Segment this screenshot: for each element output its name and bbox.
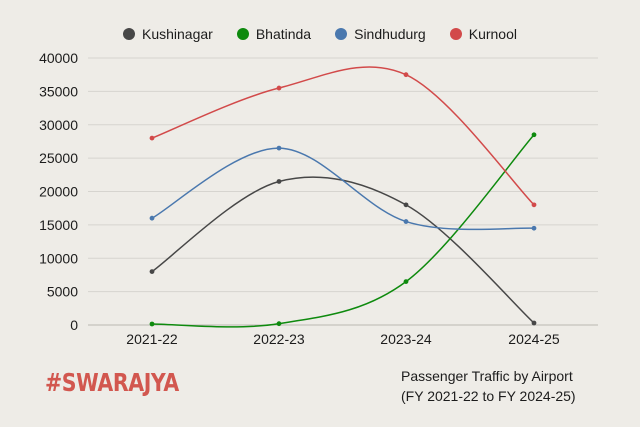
legend-swatch-kurnool	[449, 28, 462, 40]
x-tick-label: 2024-25	[508, 331, 560, 347]
data-point-bhatinda	[276, 321, 282, 327]
series-line-bhatinda	[151, 134, 535, 328]
data-point-sindhudurg	[276, 145, 282, 151]
legend-item-kushinagar: Kushinagar	[123, 26, 213, 42]
series-line-kurnool	[151, 66, 535, 206]
x-axis: 2021-22 2022-23 2023-24 2024-25	[126, 331, 560, 347]
y-tick-label: 0	[70, 317, 78, 333]
y-tick-label: 20000	[39, 184, 78, 200]
series-lines	[151, 66, 535, 328]
legend-label-kurnool: Kurnool	[468, 26, 517, 42]
legend-swatch-kushinagar	[123, 28, 135, 40]
data-point-kushinagar	[149, 269, 155, 274]
data-point-kushinagar	[403, 202, 409, 208]
y-tick-label: 15000	[39, 217, 78, 233]
data-point-kurnool	[276, 85, 282, 91]
brand-logo: #SWARAJYA	[45, 368, 179, 397]
caption-line-1: Passenger Traffic by Airport	[401, 368, 573, 384]
chart-caption: Passenger Traffic by Airport (FY 2021-22…	[401, 366, 576, 406]
series-line-kushinagar	[151, 176, 535, 324]
data-point-kushinagar	[531, 320, 537, 326]
legend-label-kushinagar: Kushinagar	[142, 26, 213, 42]
y-tick-label: 25000	[39, 150, 78, 166]
data-point-bhatinda	[149, 321, 155, 327]
x-tick-label: 2022-23	[253, 331, 305, 347]
legend-label-sindhudurg: Sindhudurg	[354, 26, 426, 42]
legend-swatch-sindhudurg	[335, 28, 348, 40]
legend: Kushinagar Bhatinda Sindhudurg Kurnool	[0, 26, 640, 42]
legend-item-kurnool: Kurnool	[449, 26, 517, 42]
data-point-sindhudurg	[531, 225, 537, 231]
y-axis: 0 5000 10000 15000 20000 25000 30000 35000 40000	[39, 50, 78, 333]
data-point-bhatinda	[531, 132, 537, 138]
legend-item-sindhudurg: Sindhudurg	[335, 26, 426, 42]
x-tick-label: 2023-24	[380, 331, 432, 347]
data-point-kushinagar	[276, 179, 282, 184]
y-tick-label: 5000	[47, 284, 78, 300]
data-point-kurnool	[531, 202, 537, 208]
y-tick-label: 35000	[39, 83, 78, 99]
data-point-sindhudurg	[149, 215, 155, 221]
grid-lines	[88, 57, 598, 326]
caption-line-2: (FY 2021-22 to FY 2024-25)	[401, 388, 576, 404]
legend-swatch-bhatinda	[236, 28, 249, 40]
legend-label-bhatinda: Bhatinda	[255, 26, 312, 42]
x-tick-label: 2021-22	[126, 331, 178, 347]
data-point-bhatinda	[403, 279, 409, 285]
data-point-kurnool	[403, 72, 409, 78]
y-tick-label: 30000	[39, 117, 78, 133]
y-tick-label: 10000	[39, 250, 78, 266]
data-point-sindhudurg	[403, 219, 409, 224]
series-line-sindhudurg	[151, 147, 535, 231]
series-points	[149, 72, 537, 327]
data-point-kurnool	[149, 135, 155, 141]
legend-item-bhatinda: Bhatinda	[236, 26, 312, 42]
y-tick-label: 40000	[39, 50, 78, 66]
